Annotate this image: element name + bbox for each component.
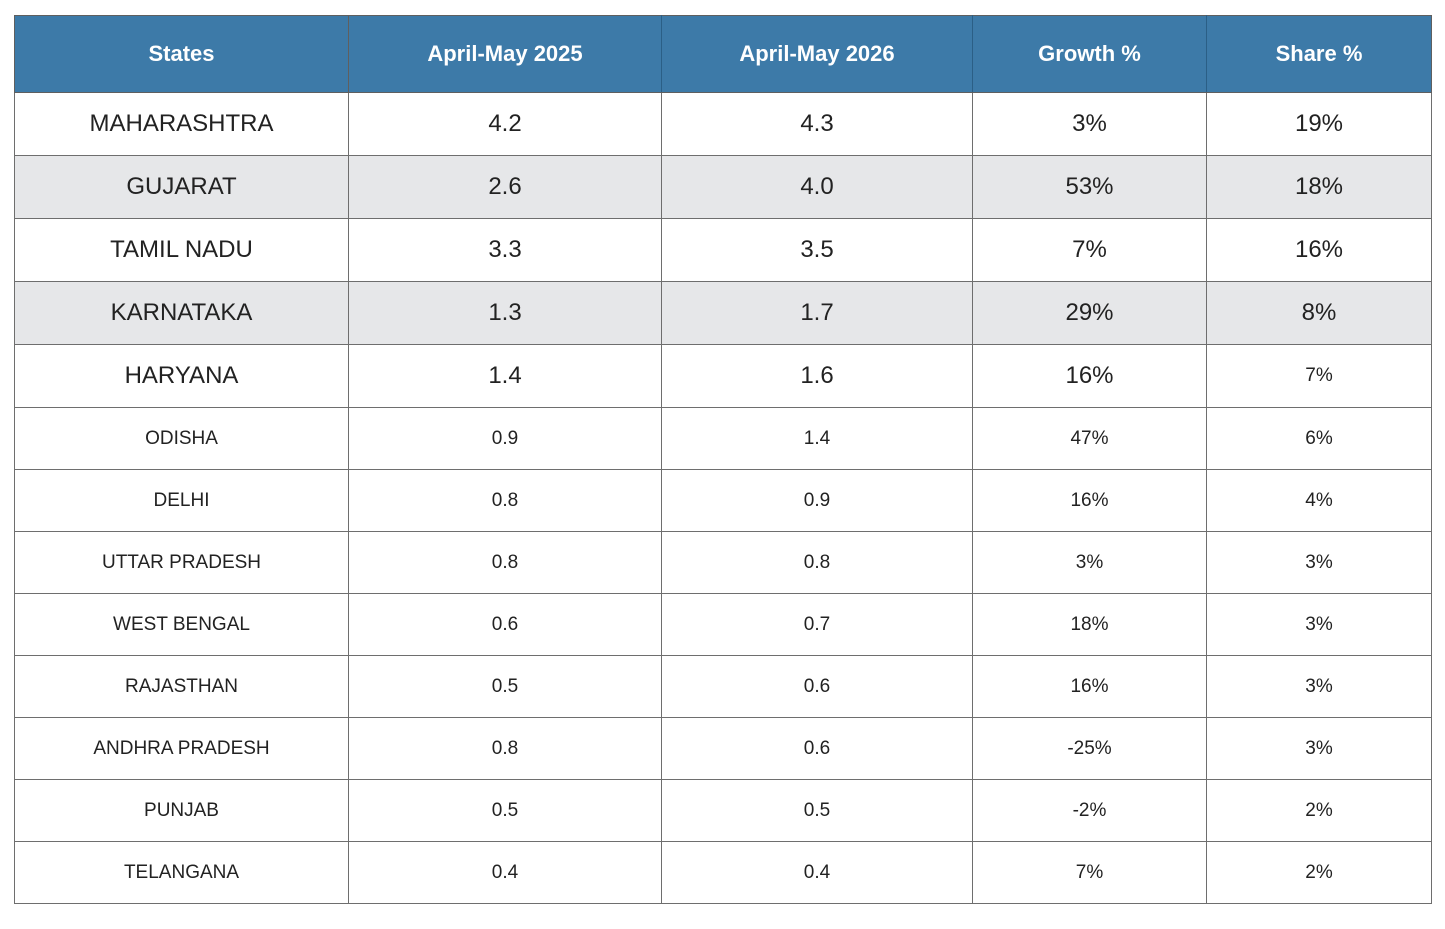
table-row: HARYANA 1.4 1.6 16% 7% [14, 344, 1432, 408]
value-2026-cell: 0.5 [661, 779, 973, 842]
value-2026-cell: 4.3 [661, 92, 973, 156]
share-cell: 18% [1206, 155, 1432, 219]
value-2025-cell: 0.4 [348, 841, 662, 904]
state-cell: TELANGANA [14, 841, 349, 904]
share-cell: 3% [1206, 655, 1432, 718]
state-cell: ODISHA [14, 407, 349, 470]
growth-cell: -25% [972, 717, 1207, 780]
state-cell: HARYANA [14, 344, 349, 408]
table-row: UTTAR PRADESH 0.8 0.8 3% 3% [14, 531, 1432, 594]
value-2025-cell: 0.6 [348, 593, 662, 656]
value-2026-cell: 3.5 [661, 218, 973, 282]
table-row: MAHARASHTRA 4.2 4.3 3% 19% [14, 92, 1432, 156]
header-states: States [14, 15, 349, 93]
growth-cell: -2% [972, 779, 1207, 842]
value-2025-cell: 0.9 [348, 407, 662, 470]
growth-cell: 3% [972, 531, 1207, 594]
value-2026-cell: 0.6 [661, 717, 973, 780]
value-2025-cell: 2.6 [348, 155, 662, 219]
share-cell: 4% [1206, 469, 1432, 532]
share-cell: 3% [1206, 717, 1432, 780]
growth-cell: 53% [972, 155, 1207, 219]
value-2025-cell: 3.3 [348, 218, 662, 282]
growth-cell: 16% [972, 655, 1207, 718]
value-2025-cell: 0.5 [348, 779, 662, 842]
value-2026-cell: 0.4 [661, 841, 973, 904]
growth-cell: 16% [972, 469, 1207, 532]
share-cell: 2% [1206, 841, 1432, 904]
growth-cell: 16% [972, 344, 1207, 408]
table-row: TELANGANA 0.4 0.4 7% 2% [14, 841, 1432, 904]
value-2025-cell: 0.8 [348, 531, 662, 594]
state-cell: KARNATAKA [14, 281, 349, 345]
table-row: KARNATAKA 1.3 1.7 29% 8% [14, 281, 1432, 345]
state-cell: RAJASTHAN [14, 655, 349, 718]
value-2026-cell: 1.7 [661, 281, 973, 345]
state-cell: UTTAR PRADESH [14, 531, 349, 594]
state-cell: PUNJAB [14, 779, 349, 842]
table-row: GUJARAT 2.6 4.0 53% 18% [14, 155, 1432, 219]
table-row: ANDHRA PRADESH 0.8 0.6 -25% 3% [14, 717, 1432, 780]
header-growth-percent: Growth % [972, 15, 1207, 93]
value-2025-cell: 0.5 [348, 655, 662, 718]
state-cell: MAHARASHTRA [14, 92, 349, 156]
state-data-table: States April-May 2025 April-May 2026 Gro… [14, 15, 1432, 904]
state-cell: TAMIL NADU [14, 218, 349, 282]
table-row: TAMIL NADU 3.3 3.5 7% 16% [14, 218, 1432, 282]
value-2026-cell: 4.0 [661, 155, 973, 219]
value-2026-cell: 1.4 [661, 407, 973, 470]
share-cell: 3% [1206, 531, 1432, 594]
value-2025-cell: 1.3 [348, 281, 662, 345]
header-april-may-2025: April-May 2025 [348, 15, 662, 93]
value-2026-cell: 0.8 [661, 531, 973, 594]
state-cell: WEST BENGAL [14, 593, 349, 656]
value-2026-cell: 0.9 [661, 469, 973, 532]
table-row: PUNJAB 0.5 0.5 -2% 2% [14, 779, 1432, 842]
growth-cell: 29% [972, 281, 1207, 345]
growth-cell: 7% [972, 841, 1207, 904]
share-cell: 8% [1206, 281, 1432, 345]
header-april-may-2026: April-May 2026 [661, 15, 973, 93]
table-row: WEST BENGAL 0.6 0.7 18% 3% [14, 593, 1432, 656]
growth-cell: 47% [972, 407, 1207, 470]
state-cell: GUJARAT [14, 155, 349, 219]
growth-cell: 7% [972, 218, 1207, 282]
table-row: ODISHA 0.9 1.4 47% 6% [14, 407, 1432, 470]
value-2026-cell: 1.6 [661, 344, 973, 408]
value-2025-cell: 0.8 [348, 717, 662, 780]
value-2025-cell: 4.2 [348, 92, 662, 156]
growth-cell: 3% [972, 92, 1207, 156]
header-share-percent: Share % [1206, 15, 1432, 93]
value-2026-cell: 0.7 [661, 593, 973, 656]
header-row: States April-May 2025 April-May 2026 Gro… [14, 15, 1432, 93]
share-cell: 6% [1206, 407, 1432, 470]
share-cell: 19% [1206, 92, 1432, 156]
share-cell: 7% [1206, 344, 1432, 408]
value-2025-cell: 0.8 [348, 469, 662, 532]
share-cell: 16% [1206, 218, 1432, 282]
value-2026-cell: 0.6 [661, 655, 973, 718]
share-cell: 3% [1206, 593, 1432, 656]
table-row: DELHI 0.8 0.9 16% 4% [14, 469, 1432, 532]
table-row: RAJASTHAN 0.5 0.6 16% 3% [14, 655, 1432, 718]
growth-cell: 18% [972, 593, 1207, 656]
share-cell: 2% [1206, 779, 1432, 842]
state-cell: ANDHRA PRADESH [14, 717, 349, 780]
value-2025-cell: 1.4 [348, 344, 662, 408]
state-cell: DELHI [14, 469, 349, 532]
